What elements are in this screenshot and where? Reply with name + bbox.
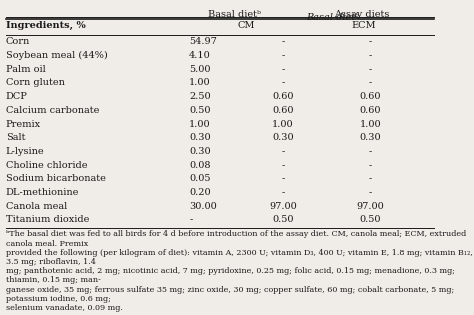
Text: 0.50: 0.50 <box>189 106 210 115</box>
Text: Soybean meal (44%): Soybean meal (44%) <box>6 51 108 60</box>
Text: Corn gluten: Corn gluten <box>6 78 64 88</box>
Text: 0.50: 0.50 <box>359 215 381 224</box>
Text: -: - <box>369 147 372 156</box>
Text: ᵇThe basal diet was fed to all birds for 4 d before introduction of the assay di: ᵇThe basal diet was fed to all birds for… <box>6 230 473 312</box>
Text: DCP: DCP <box>6 92 27 101</box>
Text: 0.60: 0.60 <box>272 106 294 115</box>
Text: 0.20: 0.20 <box>189 188 211 197</box>
Text: -: - <box>369 51 372 60</box>
Text: 0.60: 0.60 <box>359 92 381 101</box>
Text: -: - <box>369 65 372 74</box>
Text: Calcium carbonate: Calcium carbonate <box>6 106 99 115</box>
Text: -: - <box>369 174 372 183</box>
Text: -: - <box>282 188 284 197</box>
Text: Sodium bicarbonate: Sodium bicarbonate <box>6 174 106 183</box>
Text: -: - <box>282 78 284 88</box>
Text: Palm oil: Palm oil <box>6 65 46 74</box>
Text: Titanium dioxide: Titanium dioxide <box>6 215 89 224</box>
Text: Ingredients, %: Ingredients, % <box>6 21 85 30</box>
Text: 0.08: 0.08 <box>189 161 210 170</box>
Text: -: - <box>282 65 284 74</box>
Text: -: - <box>189 215 192 224</box>
Text: 2.50: 2.50 <box>189 92 211 101</box>
Text: 1.00: 1.00 <box>189 78 211 88</box>
Text: ECM: ECM <box>351 21 376 30</box>
Text: -: - <box>282 174 284 183</box>
Text: Basal dietᵇ: Basal dietᵇ <box>307 13 360 22</box>
Text: Corn: Corn <box>6 37 30 46</box>
Text: 1.00: 1.00 <box>359 120 381 129</box>
Text: 1.00: 1.00 <box>189 120 211 129</box>
Text: 0.30: 0.30 <box>189 133 211 142</box>
Text: DL-methionine: DL-methionine <box>6 188 79 197</box>
Text: 97.00: 97.00 <box>356 202 384 211</box>
Text: -: - <box>282 51 284 60</box>
Text: -: - <box>369 37 372 46</box>
Text: -: - <box>369 188 372 197</box>
Text: Choline chloride: Choline chloride <box>6 161 87 170</box>
Text: 4.10: 4.10 <box>189 51 211 60</box>
Text: Canola meal: Canola meal <box>6 202 67 211</box>
Text: -: - <box>369 78 372 88</box>
Text: 0.05: 0.05 <box>189 174 210 183</box>
Text: 0.30: 0.30 <box>189 147 211 156</box>
Text: 5.00: 5.00 <box>189 65 210 74</box>
Text: -: - <box>282 37 284 46</box>
Text: 0.60: 0.60 <box>359 106 381 115</box>
Text: 54.97: 54.97 <box>189 37 217 46</box>
Text: Premix: Premix <box>6 120 41 129</box>
Text: -: - <box>282 147 284 156</box>
Text: 0.60: 0.60 <box>272 92 294 101</box>
Text: Salt: Salt <box>6 133 25 142</box>
Text: 0.30: 0.30 <box>272 133 294 142</box>
Text: -: - <box>369 161 372 170</box>
Text: 1.00: 1.00 <box>272 120 294 129</box>
Text: L-lysine: L-lysine <box>6 147 45 156</box>
Text: Basal dietᵇ: Basal dietᵇ <box>209 10 261 20</box>
Text: 97.00: 97.00 <box>269 202 297 211</box>
Text: 0.50: 0.50 <box>272 215 294 224</box>
Text: 30.00: 30.00 <box>189 202 217 211</box>
Text: Assay diets: Assay diets <box>334 10 389 20</box>
Text: 0.30: 0.30 <box>359 133 381 142</box>
Text: -: - <box>282 161 284 170</box>
Text: CM: CM <box>237 21 255 30</box>
